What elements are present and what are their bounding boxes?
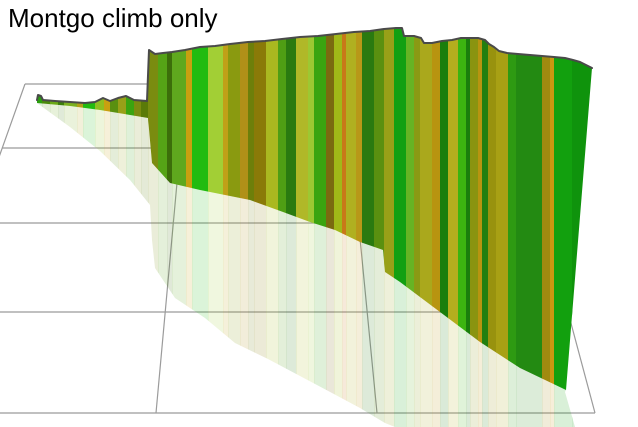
gradient-stripe [58,28,65,390]
gradient-stripe [167,103,173,427]
gradient-stripe [508,28,517,390]
gradient-stripe [478,28,483,390]
gradient-stripe [458,28,467,390]
gradient-stripe [342,103,347,427]
gradient-stripe [83,103,96,427]
gradient-stripe [488,28,497,390]
gradient-stripe [448,28,459,390]
gradient-stripe [110,28,119,390]
gradient-stripe [346,103,357,427]
gradient-stripe [118,28,127,390]
gradient-stripe [126,103,135,427]
gradient-stripe [440,28,449,390]
gradient-stripe [134,103,142,427]
gradient-stripe [356,103,363,427]
gradient-stripe [342,28,347,390]
gradient-stripe [466,28,471,390]
gradient-stripe [406,28,415,390]
gradient-stripe [346,28,357,390]
gradient-stripe [482,28,489,390]
gradient-stripe [240,103,249,427]
gradient-stripe [77,28,84,390]
gradient-stripe [50,28,59,390]
gradient-stripe [278,103,287,427]
gradient-stripe [384,28,395,390]
gradient-stripe [542,28,551,390]
gradient-stripe [308,103,315,427]
gradient-stripe [95,103,105,427]
gradient-stripe [550,28,555,390]
gradient-stripe [308,28,315,390]
gradient-stripe [134,28,142,390]
gradient-stripe [326,103,335,427]
gradient-stripe [95,28,105,390]
gradient-stripe [118,103,127,427]
gradient-stripe [470,28,479,390]
gradient-stripe [42,103,51,427]
gradient-stripe [516,28,543,390]
gradient-stripe [414,28,421,390]
gradient-stripe [356,28,363,390]
gradient-stripe [42,28,51,390]
gradient-stripe [37,103,43,427]
gradient-stripe [374,28,385,390]
gradient-stripe [110,103,119,427]
gradient-stripe [64,103,78,427]
gradient-stripe [374,103,385,427]
profile-outline [36,27,593,104]
gradient-stripe [286,103,297,427]
gradient-stripe [104,103,111,427]
gradient-stripe [278,28,287,390]
chart-title: Montgo climb only [8,3,218,33]
gradient-stripe [223,103,229,427]
gradient-stripe [37,28,43,390]
gradient-stripe [432,28,441,390]
gradient-stripe [186,103,193,427]
gradient-stripe [334,28,343,390]
gradient-stripe [141,28,149,390]
gradient-stripe [83,28,96,390]
gradient-stripe [248,103,255,427]
gradient-stripe [141,103,149,427]
gradient-stripe [286,28,297,390]
gradient-stripe [104,28,111,390]
gradient-stripe [64,28,78,390]
gradient-stripe [58,103,65,427]
gradient-stripe [554,28,573,390]
gradient-stripe [158,103,168,427]
gradient-stripe [77,103,84,427]
gradient-stripe [50,103,59,427]
gradient-stripe [126,28,135,390]
gradient-stripe [334,103,343,427]
gradient-stripe [326,28,335,390]
gradient-stripe [496,28,509,390]
grid-line [0,83,26,157]
